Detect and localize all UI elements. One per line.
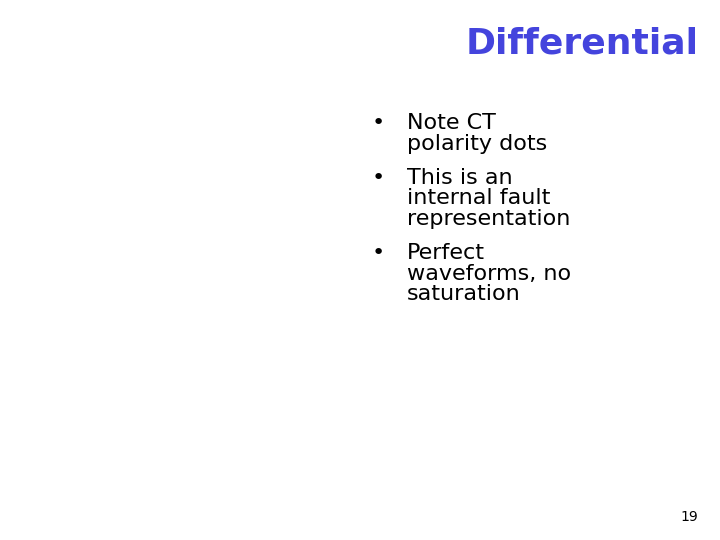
Text: This is an: This is an [407, 168, 513, 188]
Text: polarity dots: polarity dots [407, 134, 547, 154]
Text: internal fault: internal fault [407, 188, 550, 208]
Text: Differential: Differential [465, 27, 698, 61]
Text: •: • [372, 113, 384, 133]
Text: •: • [372, 243, 384, 263]
Text: Perfect: Perfect [407, 243, 485, 263]
Text: 19: 19 [680, 510, 698, 524]
Text: Note CT: Note CT [407, 113, 495, 133]
Text: representation: representation [407, 209, 570, 229]
Text: •: • [372, 168, 384, 188]
Text: waveforms, no: waveforms, no [407, 264, 571, 284]
Text: saturation: saturation [407, 284, 521, 304]
